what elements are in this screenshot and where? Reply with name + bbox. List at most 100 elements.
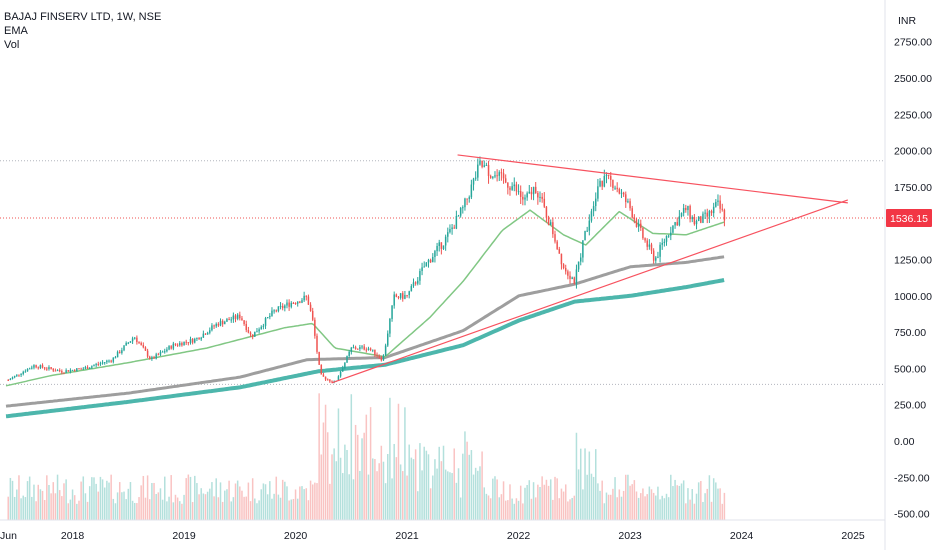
candle-body — [114, 357, 117, 359]
candle-body — [708, 210, 711, 217]
volume-bar — [393, 443, 395, 520]
volume-bar — [337, 408, 340, 520]
candle-body — [301, 300, 303, 303]
volume-bar — [28, 476, 31, 520]
volume-bar — [717, 488, 719, 520]
candle-body — [706, 212, 708, 217]
last-price-label: 1536.15 — [890, 213, 928, 225]
volume-bar — [279, 497, 282, 520]
volume-bar — [642, 488, 644, 520]
candle-body — [470, 184, 473, 198]
candle-body — [144, 347, 147, 351]
currency-label[interactable]: INR — [898, 15, 917, 27]
volume-bar — [127, 488, 130, 520]
volume-bar — [352, 479, 355, 520]
candle-body — [382, 355, 385, 361]
volume-bar — [84, 493, 87, 520]
volume-bar — [271, 498, 273, 520]
candle-body — [183, 341, 185, 346]
volume-bar — [311, 484, 314, 520]
candle-body — [356, 348, 359, 350]
symbol-title[interactable]: BAJAJ FINSERV LTD, 1W, NSE — [4, 11, 162, 23]
candle-body — [511, 186, 513, 190]
volume-bar — [438, 446, 440, 520]
volume-bar — [320, 454, 323, 520]
candle-body — [387, 333, 389, 346]
candle-body — [262, 325, 265, 327]
candle-body — [635, 219, 638, 227]
volume-bar — [380, 445, 383, 520]
volume-bar — [663, 498, 666, 520]
volume-bar — [498, 497, 501, 520]
volume-indicator-label[interactable]: Vol — [4, 39, 20, 51]
volume-bar — [616, 497, 618, 520]
candle-body — [369, 348, 372, 350]
volume-bar — [22, 495, 24, 520]
candle-body — [245, 324, 247, 331]
volume-bar — [103, 487, 106, 520]
candle-body — [556, 241, 558, 250]
price-tick-label: -500.00 — [894, 509, 930, 521]
candle-body — [367, 348, 370, 350]
volume-bar — [11, 480, 14, 520]
volume-bar — [164, 476, 166, 520]
volume-bar — [93, 477, 95, 520]
trendline[interactable] — [457, 154, 848, 204]
candle-body — [712, 206, 715, 214]
volume-bar — [646, 494, 648, 520]
volume-bar — [382, 461, 385, 520]
candle-body — [670, 232, 672, 236]
candle-body — [678, 216, 681, 226]
volume-bar — [290, 499, 293, 520]
volume-bar — [539, 487, 541, 520]
volume-bar — [719, 488, 721, 520]
candle-body — [406, 295, 408, 297]
candle-body — [341, 367, 344, 372]
candle-body — [682, 208, 685, 214]
volume-bar — [133, 502, 136, 520]
volume-bar — [661, 495, 663, 520]
volume-bar — [678, 485, 681, 520]
volume-bar — [189, 476, 192, 520]
candle-body — [704, 212, 706, 214]
candle-body — [614, 187, 616, 189]
volume-bar — [106, 480, 108, 520]
candle-body — [194, 338, 196, 343]
candle-body — [440, 242, 443, 249]
candle-body — [69, 370, 72, 372]
candle-body — [174, 343, 177, 345]
candle-body — [258, 329, 260, 332]
candle-body — [492, 176, 494, 178]
volume-bar — [116, 492, 119, 520]
volume-bar — [13, 496, 16, 520]
candle-body — [35, 365, 37, 368]
volume-bar — [78, 500, 80, 520]
ema-indicator-label[interactable]: EMA — [4, 25, 28, 37]
volume-bar — [481, 451, 483, 520]
volume-bar — [427, 454, 430, 520]
volume-bar — [7, 496, 9, 520]
candle-body — [451, 227, 453, 230]
time-tick-label: 2022 — [507, 530, 531, 542]
candle-body — [665, 235, 668, 242]
trendline[interactable] — [331, 199, 849, 384]
volume-bar — [584, 448, 586, 520]
candle-body — [58, 370, 61, 372]
candle-body — [22, 371, 24, 375]
candle-body — [560, 253, 563, 265]
volume-bar — [507, 500, 509, 520]
volume-bar — [266, 494, 269, 520]
candle-body — [112, 357, 115, 362]
volume-bar — [142, 475, 145, 520]
volume-bar — [264, 484, 267, 520]
candle-body — [206, 332, 209, 335]
volume-bar — [451, 473, 453, 520]
candle-body — [204, 333, 207, 335]
volume-bar — [524, 487, 526, 520]
candle-body — [646, 240, 648, 247]
volume-bar — [399, 464, 402, 520]
candle-body — [412, 282, 415, 287]
ema-lines-layer — [5, 209, 725, 419]
candle-body — [723, 209, 726, 221]
